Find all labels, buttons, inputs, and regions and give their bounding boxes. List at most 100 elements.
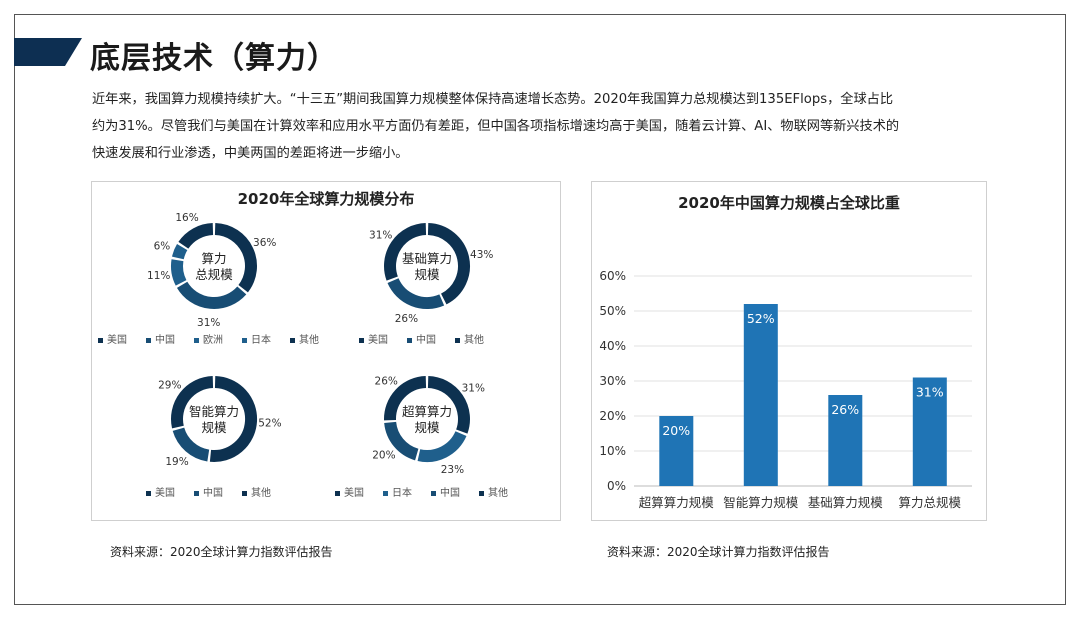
legend-swatch xyxy=(242,338,247,343)
donut-data-label: 43% xyxy=(470,249,493,261)
legend-label: 美国 xyxy=(107,333,127,346)
legend-swatch xyxy=(98,338,103,343)
donut-slice xyxy=(384,223,427,281)
donut-panel-title: 2020年全球算力规模分布 xyxy=(237,190,415,208)
legend-label: 中国 xyxy=(416,333,436,346)
intro-line: 约为31%。尽管我们与美国在计算效率和应用水平方面仍有差距，但中国各项指标增速均… xyxy=(92,119,900,134)
donut-center-label: 智能算力 xyxy=(189,404,239,419)
donut-slice xyxy=(384,421,419,461)
legend-swatch xyxy=(242,491,247,496)
right-source-note: 资料来源：2020全球计算力指数评估报告 xyxy=(607,545,830,559)
legend-swatch xyxy=(146,491,151,496)
legend-label: 美国 xyxy=(155,486,175,499)
y-tick-label: 0% xyxy=(607,479,626,493)
donut-slice xyxy=(384,376,427,421)
donut-center-label: 总规模 xyxy=(195,267,233,282)
donut-slice xyxy=(176,281,247,309)
bar-data-label: 26% xyxy=(831,402,859,417)
legend-label: 日本 xyxy=(251,333,271,346)
x-tick-label: 超算算力规模 xyxy=(639,495,715,510)
donut-data-label: 11% xyxy=(147,270,170,282)
donut-slice xyxy=(178,223,214,249)
bar xyxy=(659,416,694,486)
donut-center-label: 规模 xyxy=(201,420,227,435)
china-share-panel: 2020年中国算力规模占全球比重 0% 10% 20% 30% 40% 50% 60% 20%… xyxy=(591,181,987,521)
bar xyxy=(743,304,778,486)
donut-center-label: 算力 xyxy=(201,251,226,266)
donut-data-label: 52% xyxy=(258,418,281,430)
donut-data-label: 23% xyxy=(441,464,464,476)
donut-slice xyxy=(172,244,188,260)
donut-center-label: 超算算力 xyxy=(402,404,452,419)
donut-data-label: 31% xyxy=(462,383,485,395)
donut-data-label: 6% xyxy=(154,240,171,252)
donut-slice xyxy=(172,427,210,462)
donut-slice xyxy=(387,277,445,309)
legend-swatch xyxy=(479,491,484,496)
y-tick-label: 50% xyxy=(599,304,626,318)
donut-data-label: 29% xyxy=(158,380,181,392)
donut-data-label: 26% xyxy=(375,376,398,388)
legend-swatch xyxy=(455,338,460,343)
donut-data-label: 16% xyxy=(175,212,198,224)
legend-label: 美国 xyxy=(368,333,388,346)
page-title: 底层技术（算力） xyxy=(90,41,338,76)
x-tick-label: 基础算力规模 xyxy=(808,495,884,510)
bar xyxy=(912,377,947,486)
legend-label: 其他 xyxy=(251,486,271,499)
bar-data-label: 20% xyxy=(662,423,690,438)
bar-data-label: 31% xyxy=(916,385,944,400)
legend-swatch xyxy=(431,491,436,496)
donut-data-label: 26% xyxy=(395,313,418,325)
x-tick-label: 算力总规模 xyxy=(898,495,961,510)
donut-data-label: 20% xyxy=(372,450,395,462)
legend-swatch xyxy=(290,338,295,343)
y-tick-label: 30% xyxy=(599,374,626,388)
y-tick-label: 60% xyxy=(599,269,626,283)
legend-swatch xyxy=(383,491,388,496)
legend-label: 中国 xyxy=(203,486,223,499)
donut-slice xyxy=(427,376,470,434)
donut-center-label: 基础算力 xyxy=(402,251,452,266)
donut-slice xyxy=(417,430,467,462)
legend-swatch xyxy=(359,338,364,343)
legend-label: 中国 xyxy=(440,486,460,499)
x-tick-label: 智能算力规模 xyxy=(723,495,799,510)
donut-data-label: 19% xyxy=(165,456,188,468)
bar-data-label: 52% xyxy=(747,311,775,326)
legend-label: 其他 xyxy=(464,333,484,346)
donut-center-label: 规模 xyxy=(414,267,440,282)
legend-swatch xyxy=(194,491,199,496)
legend-label: 欧洲 xyxy=(203,334,223,346)
donut-data-label: 31% xyxy=(197,317,220,329)
bar-chart: 0% 10% 20% 30% 40% 50% 60% 20% 超算算力规模 52% 智能算力规模 26… xyxy=(599,269,972,510)
y-tick-label: 20% xyxy=(599,409,626,423)
intro-paragraph: 近年来，我国算力规模持续扩大。“十三五”期间我国算力规模整体保持高速增长态势。2… xyxy=(92,86,1032,167)
legend-swatch xyxy=(194,338,199,343)
legend-label: 其他 xyxy=(488,486,508,499)
legend-swatch xyxy=(146,338,151,343)
legend-swatch xyxy=(407,338,412,343)
legend-swatch xyxy=(335,491,340,496)
global-distribution-panel: 2020年全球算力规模分布 36% 31% 11% 6% 16% 算力 总规模 美国 中国 欧洲日… xyxy=(91,181,561,521)
legend-label: 中国 xyxy=(155,333,175,346)
donut-slice xyxy=(171,376,214,429)
donut-data-label: 31% xyxy=(369,230,392,242)
donut-slice xyxy=(214,223,257,293)
bar-panel-title: 2020年中国算力规模占全球比重 xyxy=(678,194,900,212)
slide-frame xyxy=(14,14,1066,605)
donut-slice xyxy=(171,259,187,286)
y-tick-label: 40% xyxy=(599,339,626,353)
bar xyxy=(828,395,863,486)
legend-label: 日本 xyxy=(392,486,412,499)
intro-line: 近年来，我国算力规模持续扩大。“十三五”期间我国算力规模整体保持高速增长态势。2… xyxy=(92,92,894,107)
intro-line: 快速发展和行业渗透，中美两国的差距将进一步缩小。 xyxy=(92,146,409,161)
donut-slice xyxy=(209,376,257,462)
legend-label: 美国 xyxy=(344,486,364,499)
y-tick-label: 10% xyxy=(599,444,626,458)
legend-label: 其他 xyxy=(299,333,319,346)
